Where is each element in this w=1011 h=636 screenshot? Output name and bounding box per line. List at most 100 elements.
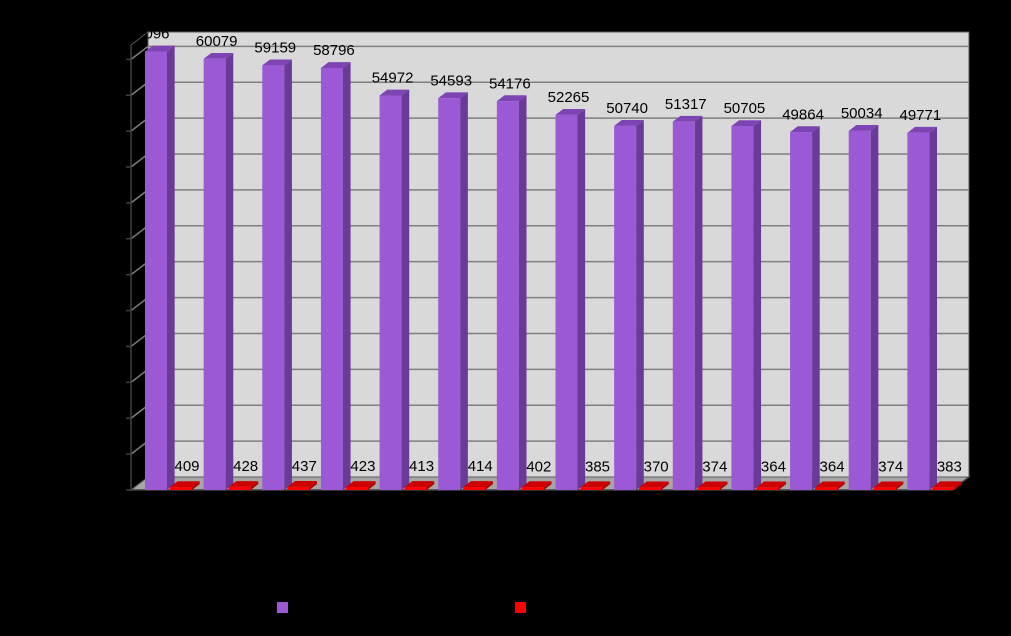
- bar-series2-top: [345, 481, 376, 487]
- bar-series1-top: [203, 52, 234, 59]
- bar-series1-side: [636, 119, 644, 490]
- bar-series1-front: [848, 130, 871, 490]
- bar-series2-top: [404, 481, 435, 488]
- bar-series2-front: [932, 487, 955, 490]
- bar-series1-side: [929, 126, 938, 490]
- bar-series1-side: [753, 120, 762, 491]
- bar-series1-side: [870, 125, 879, 490]
- bar-series1-side: [167, 45, 175, 490]
- bar-series1-front: [262, 65, 285, 490]
- bar-series2-side: [778, 481, 787, 490]
- bar-series1-top: [790, 126, 820, 133]
- bar-series1-side: [460, 92, 468, 491]
- bar-series2-front: [697, 487, 720, 490]
- gridline-side: [130, 45, 149, 60]
- bar-series2-top: [287, 481, 317, 487]
- bar-series2-top: [932, 481, 963, 488]
- bar-series1-front: [555, 114, 578, 490]
- bar-series2-side: [485, 481, 493, 490]
- bar-series1-label: 49864: [782, 106, 824, 123]
- bar-series2-front: [463, 487, 486, 490]
- bar-series2-label: 364: [761, 459, 786, 476]
- bar-series2-label: 383: [937, 458, 962, 475]
- bars-group: [145, 45, 963, 491]
- bar-series2-label: 374: [702, 458, 727, 475]
- bar-series1-label: 54972: [372, 70, 414, 87]
- bar-series2-label: 423: [350, 458, 375, 475]
- bar-series1-front: [320, 67, 343, 490]
- data-labels-group: 096 409 60079 428 59159 437 58796 423 54972 413 54…: [144, 26, 961, 476]
- bar-series2-top: [873, 481, 904, 488]
- bar-series1-front: [790, 132, 813, 490]
- bar-series2-label: 413: [409, 458, 434, 475]
- bar-series1-top: [614, 119, 644, 126]
- bar-series2-top: [463, 481, 493, 488]
- bar-series2-top: [580, 481, 611, 488]
- bar-series1-top: [320, 62, 351, 68]
- bar-series2-top: [228, 481, 259, 487]
- bar-series1-front: [731, 126, 754, 490]
- bar-series2-side: [309, 481, 317, 490]
- bar-series1-label: 51317: [665, 96, 707, 113]
- bar-series1-side: [518, 95, 527, 491]
- bar-series2-front: [404, 487, 427, 490]
- bar-series1-side: [284, 59, 292, 491]
- bar-series1-top: [145, 45, 175, 52]
- bar-series2-label: 437: [292, 458, 317, 475]
- bar-series1-top: [907, 126, 938, 133]
- bar-series2-label: 370: [644, 458, 669, 475]
- bar-series1-label: 54593: [430, 72, 472, 89]
- bar-series2-front: [170, 487, 192, 490]
- bar-series2-side: [192, 481, 200, 490]
- legend-marker-series1: [277, 602, 288, 613]
- bar-series2-top: [639, 481, 669, 488]
- bar-series2-front: [756, 487, 779, 490]
- bar-series2-top: [170, 481, 200, 488]
- bar-series1-label: 096: [144, 26, 169, 43]
- bar-series1-side: [812, 126, 820, 490]
- bar-series1-front: [379, 95, 402, 490]
- bar-series2-front: [345, 486, 368, 490]
- bar-series2-top: [697, 481, 728, 488]
- legend: [277, 602, 526, 613]
- bar-series1-side: [577, 109, 586, 490]
- bar-series1-front: [672, 121, 695, 491]
- bar-series1-front: [203, 58, 226, 491]
- bar-series2-label: 409: [174, 458, 199, 475]
- bar-series2-label: 374: [878, 458, 903, 475]
- bar-series1-top: [438, 92, 468, 99]
- bar-series1-label: 59159: [254, 40, 296, 57]
- bar-series1-label: 50740: [606, 100, 648, 117]
- bar-series1-side: [401, 89, 410, 491]
- bar-series2-side: [719, 481, 728, 490]
- bar-series2-front: [639, 487, 662, 490]
- bar-series1-front: [496, 101, 519, 490]
- bar-series1-side: [342, 62, 351, 490]
- bar-series1-label: 49771: [899, 107, 941, 124]
- bar-series2-front: [521, 487, 544, 490]
- bar-series1-top: [848, 125, 879, 131]
- bar-series2-side: [543, 481, 552, 490]
- bar-series1-label: 50705: [724, 100, 766, 117]
- bar-series1-top: [496, 95, 527, 102]
- bar-series2-front: [287, 486, 310, 490]
- bar-series2-label: 414: [468, 458, 493, 475]
- bar-series1-front: [438, 98, 461, 490]
- bar-series1-front: [145, 51, 167, 490]
- bar-series1-top: [731, 120, 762, 127]
- bar-series1-top: [555, 109, 586, 115]
- bar-series2-side: [895, 481, 904, 490]
- bar-series2-top: [815, 481, 845, 488]
- bar-series2-side: [250, 481, 259, 490]
- bar-series1-side: [694, 115, 703, 491]
- bar-series1-label: 54176: [489, 75, 531, 92]
- bar-series2-top: [521, 481, 552, 488]
- bar-series1-label: 50034: [841, 105, 883, 122]
- bar-series2-front: [228, 486, 251, 490]
- bar-series2-side: [954, 481, 963, 490]
- bar-series2-side: [661, 481, 669, 490]
- bar-series2-side: [426, 481, 435, 490]
- bar-series1-label: 52265: [548, 89, 590, 106]
